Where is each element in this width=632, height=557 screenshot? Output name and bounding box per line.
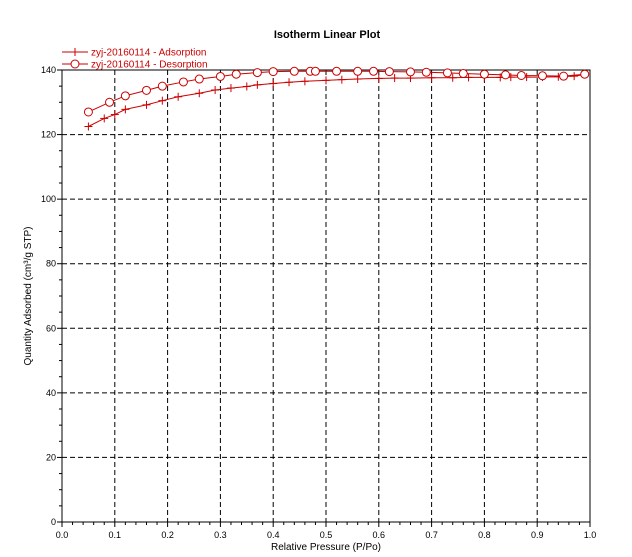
y-tick-labels: 0 20 40 60 80 100 120 140 [41, 65, 56, 527]
legend-marker [71, 48, 79, 56]
y-tick-label: 80 [46, 259, 56, 269]
data-point [285, 78, 294, 87]
data-point [269, 79, 278, 88]
data-point [83, 107, 93, 117]
legend-item: zyj-20160114 - Adsorption [62, 48, 206, 59]
data-point [479, 69, 489, 79]
x-tick-label: 0.9 [531, 530, 544, 540]
data-point [369, 66, 379, 76]
x-tick-label: 0.3 [214, 530, 227, 540]
x-tick-labels: 0.0 0.1 0.2 0.3 0.4 0.5 0.6 0.7 0.8 0.9 1.0 [56, 530, 597, 540]
data-point [516, 70, 526, 80]
x-axis-label: Relative Pressure (P/Po) [271, 542, 381, 553]
data-point [195, 89, 204, 98]
chart-title: Isotherm Linear Plot [274, 29, 381, 41]
x-tick-label: 0.7 [425, 530, 438, 540]
y-tick-label: 40 [46, 388, 56, 398]
data-point [268, 67, 278, 77]
grid-lines [62, 70, 590, 522]
data-point [374, 74, 383, 83]
series-desorption [83, 66, 590, 117]
data-point [121, 105, 130, 114]
legend-item: zyj-20160114 - Desorption [62, 59, 208, 71]
data-point [157, 81, 167, 91]
data-point [300, 77, 309, 86]
data-point [570, 72, 579, 81]
data-point [242, 82, 251, 91]
x-tick-label: 0.2 [161, 530, 174, 540]
data-point [384, 67, 394, 77]
data-point [322, 76, 330, 85]
data-point [537, 71, 547, 81]
x-tick-label: 0.1 [109, 530, 122, 540]
data-point [84, 122, 93, 131]
x-tick-label: 0.8 [478, 530, 491, 540]
data-point [421, 67, 431, 77]
data-point [442, 68, 452, 78]
data-point [110, 110, 119, 119]
series-adsorption [84, 70, 589, 131]
data-point [448, 73, 457, 82]
x-tick-label: 0.5 [320, 530, 333, 540]
data-point [158, 96, 167, 105]
y-tick-label: 140 [41, 65, 56, 75]
data-point [194, 74, 204, 84]
y-tick-label: 20 [46, 452, 56, 462]
data-point [559, 71, 569, 81]
x-tick-label: 0.0 [56, 530, 69, 540]
data-point [253, 80, 262, 89]
data-point [174, 92, 183, 101]
legend-label: zyj-20160114 - Desorption [91, 60, 208, 71]
data-point [405, 67, 415, 77]
series-layer [83, 66, 590, 131]
data-point [390, 74, 399, 83]
data-point [100, 114, 109, 123]
legend-label: zyj-20160114 - Adsorption [91, 48, 206, 59]
data-point [231, 69, 241, 79]
data-point [141, 85, 151, 95]
x-tick-label: 0.4 [267, 530, 280, 540]
y-tick-label: 0 [51, 517, 56, 527]
data-point [211, 86, 220, 95]
data-point [332, 66, 342, 76]
legend-marker [70, 59, 80, 69]
data-point [252, 68, 262, 78]
data-point [353, 66, 363, 76]
data-point [580, 69, 590, 79]
series-line [88, 70, 585, 113]
data-point [337, 75, 346, 84]
data-point [501, 70, 511, 80]
y-tick-label: 60 [46, 323, 56, 333]
x-tick-label: 0.6 [373, 530, 386, 540]
y-tick-label: 100 [41, 194, 56, 204]
data-point [120, 91, 130, 101]
data-point [353, 75, 362, 84]
data-point [458, 69, 468, 79]
x-tick-label: 1.0 [584, 530, 597, 540]
data-point [464, 73, 473, 82]
y-tick-label: 120 [41, 130, 56, 140]
data-point [226, 84, 235, 93]
y-axis-label: Quantity Adsorbed (cm³/g STP) [23, 227, 34, 366]
data-point [215, 71, 225, 81]
data-point [289, 66, 299, 76]
data-point [178, 77, 188, 87]
data-point [105, 97, 115, 107]
data-point [310, 66, 320, 76]
data-point [142, 100, 151, 109]
minor-ticks [57, 69, 591, 527]
data-point [427, 73, 436, 82]
